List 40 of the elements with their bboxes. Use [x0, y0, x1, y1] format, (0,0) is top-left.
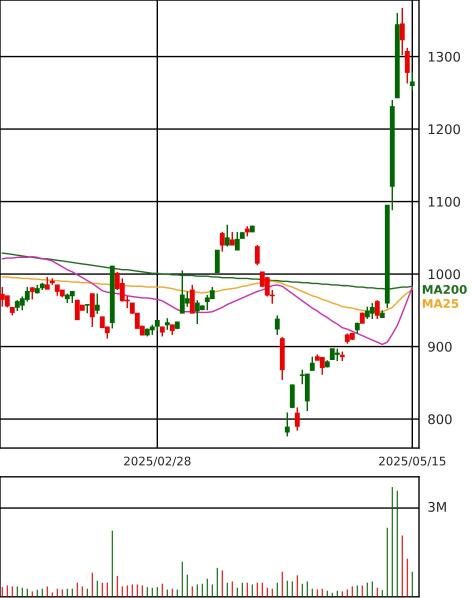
y-tick-label: 1000: [428, 269, 460, 280]
candlestick: [170, 324, 175, 336]
y-tick-label: 900: [428, 342, 452, 352]
candlestick: [290, 384, 295, 409]
candlestick: [244, 225, 250, 238]
candlestick: [284, 412, 290, 438]
candlestick: [404, 47, 410, 84]
candlestick: [154, 319, 160, 332]
y-tick-label: 1300: [428, 52, 460, 62]
candlestick: [160, 326, 165, 338]
candlestick: [310, 356, 315, 372]
candlestick: [44, 276, 50, 290]
x-tick-label: 2025/02/28: [124, 456, 191, 466]
candlestick: [90, 292, 95, 328]
candlestick: [354, 322, 360, 334]
y-tick-label: 1100: [428, 196, 460, 207]
x-tick-label: 2025/05/15: [379, 456, 446, 466]
candlestick: [294, 406, 300, 432]
series-label: MA200: [422, 285, 467, 294]
candlestick: [190, 284, 195, 314]
candlestick: [410, 72, 415, 92]
candlestick: [400, 7, 405, 56]
candlestick: [274, 314, 280, 336]
candlestick: [84, 304, 90, 314]
ref-line-label: 3M: [428, 502, 446, 512]
candlestick: [360, 312, 365, 324]
candlestick: [224, 224, 230, 248]
candlestick: [30, 286, 35, 300]
candlestick: [214, 250, 220, 274]
y-tick-label: 800: [428, 414, 452, 424]
candlestick: [220, 231, 225, 252]
y-tick-label: 1200: [428, 124, 460, 134]
candlestick: [230, 231, 235, 246]
line-series: [2, 256, 413, 346]
candlestick: [254, 244, 260, 266]
candlestick: [234, 231, 240, 251]
series-label: MA25: [422, 299, 458, 308]
line-series: [2, 252, 413, 290]
candlestick: [374, 299, 380, 320]
candlestick: [164, 318, 170, 331]
